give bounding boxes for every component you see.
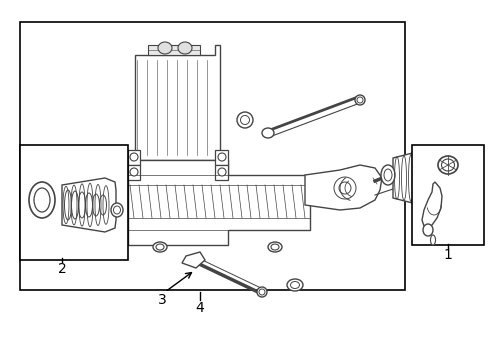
Bar bbox=[20, 145, 128, 260]
Polygon shape bbox=[422, 182, 442, 228]
Ellipse shape bbox=[218, 153, 226, 161]
Ellipse shape bbox=[271, 244, 279, 250]
Polygon shape bbox=[128, 150, 140, 165]
Ellipse shape bbox=[431, 235, 436, 245]
Ellipse shape bbox=[444, 157, 462, 199]
Polygon shape bbox=[305, 165, 382, 210]
Ellipse shape bbox=[153, 242, 167, 252]
Ellipse shape bbox=[130, 153, 138, 161]
Ellipse shape bbox=[287, 279, 303, 291]
Ellipse shape bbox=[56, 177, 74, 201]
Polygon shape bbox=[215, 165, 228, 180]
Polygon shape bbox=[215, 150, 228, 165]
Ellipse shape bbox=[381, 165, 395, 185]
Ellipse shape bbox=[218, 168, 226, 176]
Polygon shape bbox=[182, 252, 205, 268]
Ellipse shape bbox=[268, 242, 282, 252]
Polygon shape bbox=[148, 45, 200, 55]
Polygon shape bbox=[62, 178, 116, 232]
Ellipse shape bbox=[262, 128, 274, 138]
Text: 3: 3 bbox=[158, 293, 167, 307]
Text: 2: 2 bbox=[58, 262, 66, 276]
Ellipse shape bbox=[257, 287, 267, 297]
Ellipse shape bbox=[178, 42, 192, 54]
Ellipse shape bbox=[29, 182, 55, 218]
Ellipse shape bbox=[355, 95, 365, 105]
Ellipse shape bbox=[237, 112, 253, 128]
Bar bbox=[20, 22, 405, 290]
Text: 4: 4 bbox=[196, 301, 204, 315]
Ellipse shape bbox=[438, 156, 458, 174]
Ellipse shape bbox=[130, 168, 138, 176]
Polygon shape bbox=[135, 45, 220, 165]
Polygon shape bbox=[128, 165, 140, 180]
Polygon shape bbox=[393, 146, 452, 210]
Polygon shape bbox=[128, 160, 310, 245]
Ellipse shape bbox=[111, 203, 123, 217]
Ellipse shape bbox=[423, 224, 433, 236]
Bar bbox=[412, 145, 484, 245]
Ellipse shape bbox=[156, 244, 164, 250]
Text: 1: 1 bbox=[443, 248, 452, 262]
Ellipse shape bbox=[60, 182, 70, 196]
Ellipse shape bbox=[158, 42, 172, 54]
